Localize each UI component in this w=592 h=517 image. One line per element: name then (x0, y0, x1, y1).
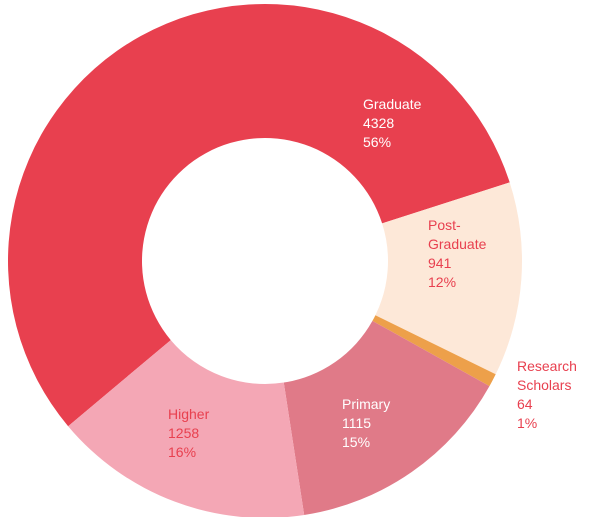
slice (372, 315, 496, 387)
slice (68, 340, 305, 517)
percent-label: 15% (342, 434, 371, 450)
value-label: 64 (517, 396, 533, 412)
value-label: 1258 (168, 425, 200, 441)
slice-label: Research Scholars 64 1% (517, 357, 592, 433)
category-label: Graduate (363, 96, 422, 112)
value-label: 4328 (363, 115, 395, 131)
category-label: Research Scholars (517, 358, 577, 393)
percent-label: 1% (517, 415, 538, 431)
slice (375, 182, 522, 375)
slice (283, 320, 490, 515)
slice-label: Graduate 4328 56% (363, 95, 439, 152)
value-label: 1115 (342, 415, 372, 431)
percent-label: 56% (363, 134, 392, 150)
slice-label: Higher 1258 16% (168, 405, 244, 462)
slice-label: Post-Graduate 941 12% (428, 216, 504, 292)
slice-label: Primary 1115 15% (342, 395, 418, 452)
value-label: 941 (428, 255, 452, 271)
percent-label: 16% (168, 444, 197, 460)
category-label: Higher (168, 406, 210, 422)
percent-label: 12% (428, 274, 457, 290)
category-label: Primary (342, 396, 391, 412)
category-label: Post-Graduate (428, 217, 487, 252)
slice (7, 3, 510, 427)
